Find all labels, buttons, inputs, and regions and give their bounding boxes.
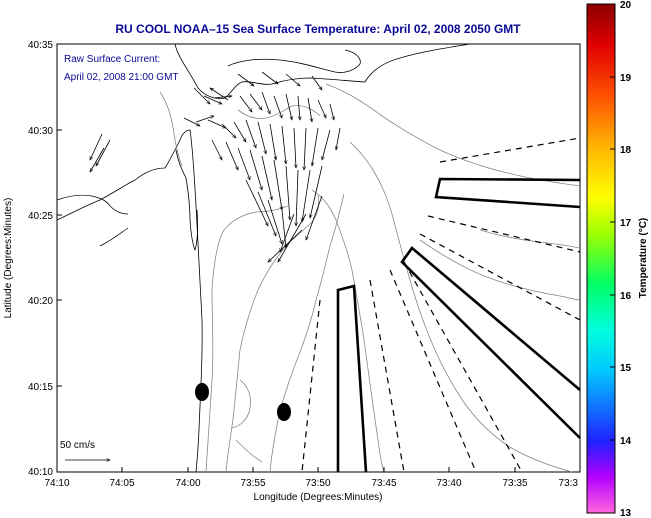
chart-title: RU COOL NOAA–15 Sea Surface Temperature:… [115, 22, 521, 36]
contour-mid-shelf [349, 141, 573, 473]
map-frame [56, 43, 581, 473]
colorbar-tick-label: 14 [620, 436, 632, 447]
nj-coastline [56, 129, 203, 473]
current-label-line2: April 02, 2008 21:00 GMT [64, 72, 179, 83]
colorbar-gradient [586, 3, 616, 514]
map-content [56, 43, 581, 473]
colorbar-tick-label: 20 [620, 0, 632, 11]
x-tick-label: 73:40 [436, 478, 461, 489]
y-tick-label: 40:20 [28, 296, 53, 307]
y-axis-label: Latitude (Degrees:Minutes) [3, 198, 14, 319]
contour-hudson-canyon [311, 189, 385, 473]
colorbar-tick-label: 19 [620, 73, 632, 84]
y-tick-label: 40:15 [28, 382, 53, 393]
colorbar-label: Temperature (°C) [638, 218, 649, 299]
colorbar-tick-label: 15 [620, 363, 632, 374]
surface-current-vectors [89, 71, 341, 262]
colorbar-tick-label: 18 [620, 145, 632, 156]
colorbar-tick-label: 16 [620, 291, 632, 302]
x-tick-label: 74:00 [175, 478, 200, 489]
y-tick-label: 40:25 [28, 211, 53, 222]
northern-shoreline [174, 43, 471, 99]
x-tick-label: 73:55 [240, 478, 265, 489]
colorbar: 20 19 18 17 16 15 14 13 Temperature (°C) [586, 0, 649, 518]
contour-west-bay [159, 91, 183, 167]
y-tick-label: 40:30 [28, 126, 53, 137]
x-tick-label: 73:35 [502, 478, 527, 489]
x-tick-label: 74:05 [109, 478, 134, 489]
sandy-hook [175, 149, 198, 252]
y-axis: 40:35 40:30 40:25 40:20 40:15 40:10 Lati… [3, 40, 62, 478]
shipping-lanes [301, 137, 581, 473]
y-tick-label: 40:35 [28, 40, 53, 51]
colorbar-tick-label: 17 [620, 218, 632, 229]
contour-shoal [231, 379, 263, 463]
contour-10m [205, 205, 289, 473]
x-axis: 74:10 74:05 74:00 73:55 73:50 73:45 73:4… [44, 467, 578, 503]
x-tick-label: 74:10 [44, 478, 69, 489]
colorbar-tick-label: 13 [620, 508, 632, 518]
station-marker [195, 383, 209, 401]
x-tick-label: 73:45 [371, 478, 396, 489]
x-axis-label: Longitude (Degrees:Minutes) [254, 492, 383, 503]
current-label-line1: Raw Surface Current: [64, 54, 160, 65]
contour-20m [225, 195, 320, 473]
x-tick-label: 73:50 [305, 478, 330, 489]
station-marker [277, 403, 291, 421]
traffic-separation-zones [336, 177, 581, 473]
raritan-bay-shore [56, 194, 129, 247]
x-tick-label: 73:3 [559, 478, 579, 489]
y-tick-label: 40:10 [28, 467, 53, 478]
scale-label: 50 cm/s [60, 440, 95, 451]
barrier-shore [227, 49, 361, 73]
